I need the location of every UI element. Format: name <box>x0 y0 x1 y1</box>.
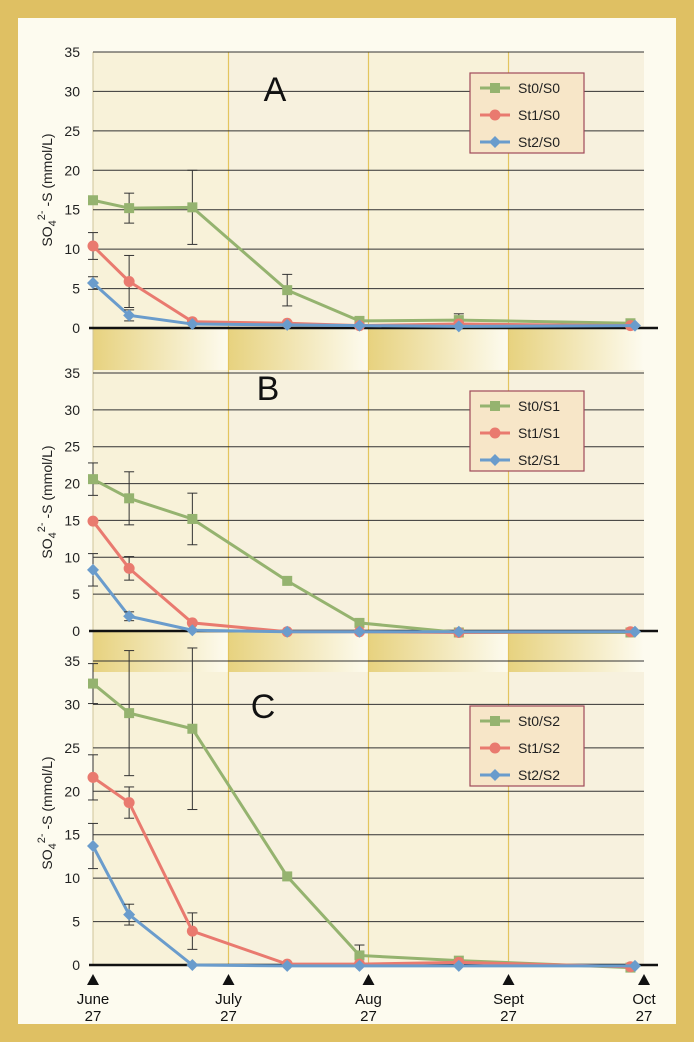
y-tick-label: 35 <box>64 44 80 60</box>
x-tick-month: Oct <box>632 991 656 1008</box>
legend-label: St0/S2 <box>518 713 560 729</box>
x-tick-day: 27 <box>500 1008 517 1025</box>
data-point <box>187 202 197 212</box>
y-tick-label: 10 <box>64 870 80 886</box>
x-tick-triangle <box>87 974 99 985</box>
y-tick-label: 5 <box>72 914 80 930</box>
data-point <box>282 576 292 586</box>
data-point <box>124 203 134 213</box>
y-tick-label: 15 <box>64 827 80 843</box>
data-point <box>187 724 197 734</box>
legend-label: St2/S1 <box>518 452 560 468</box>
gradient-strip <box>369 328 509 370</box>
x-tick-month: June <box>77 991 110 1008</box>
x-tick-triangle <box>638 974 650 985</box>
y-tick-label: 35 <box>64 653 80 669</box>
gradient-strip <box>369 631 509 672</box>
legend: St0/S2 St1/S2 St2/S2 <box>470 706 584 786</box>
gradient-strip <box>509 328 644 370</box>
x-tick-day: 27 <box>360 1008 377 1025</box>
x-tick-triangle <box>222 974 234 985</box>
x-tick-day: 27 <box>220 1008 237 1025</box>
panel-label: B <box>257 370 280 408</box>
y-tick-label: 30 <box>64 402 80 418</box>
y-axis-label: SO42- -S (mmol/L) <box>36 133 59 246</box>
data-point <box>490 110 501 121</box>
y-tick-label: 15 <box>64 512 80 528</box>
data-point <box>88 772 99 783</box>
y-tick-label: 25 <box>64 740 80 756</box>
legend-label: St0/S1 <box>518 398 560 414</box>
gradient-strip <box>509 631 644 672</box>
data-point <box>88 679 98 689</box>
data-point <box>490 716 500 726</box>
legend-label: St1/S1 <box>518 425 560 441</box>
y-tick-label: 5 <box>72 281 80 297</box>
legend-label: St1/S2 <box>518 740 560 756</box>
panel-label: A <box>264 71 287 109</box>
x-tick-triangle <box>363 974 375 985</box>
data-point <box>124 797 135 808</box>
y-tick-label: 0 <box>72 320 80 336</box>
y-tick-label: 35 <box>64 365 80 381</box>
x-tick-month: Sept <box>493 991 525 1008</box>
legend-label: St2/S2 <box>518 767 560 783</box>
y-axis-label: SO42- -S (mmol/L) <box>36 445 59 558</box>
data-point <box>490 428 501 439</box>
y-tick-label: 0 <box>72 623 80 639</box>
month-band <box>228 52 368 965</box>
y-tick-label: 5 <box>72 586 80 602</box>
y-tick-label: 20 <box>64 162 80 178</box>
data-point <box>124 493 134 503</box>
data-point <box>88 474 98 484</box>
x-tick-day: 27 <box>85 1008 102 1025</box>
data-point <box>88 240 99 251</box>
month-band <box>509 52 644 965</box>
x-tick-day: 27 <box>636 1008 653 1025</box>
x-tick-month: Aug <box>355 991 382 1008</box>
gradient-strip <box>228 631 368 672</box>
data-point <box>490 743 501 754</box>
x-tick-triangle <box>503 974 515 985</box>
data-point <box>88 195 98 205</box>
gradient-strip <box>228 328 368 370</box>
y-tick-label: 10 <box>64 549 80 565</box>
data-point <box>282 871 292 881</box>
legend: St0/S0 St1/S0 St2/S0 <box>470 73 584 153</box>
y-axis-label: SO42- -S (mmol/L) <box>36 756 59 869</box>
data-point <box>124 563 135 574</box>
y-tick-label: 20 <box>64 783 80 799</box>
y-tick-label: 20 <box>64 476 80 492</box>
x-tick-month: July <box>215 991 242 1008</box>
y-tick-label: 25 <box>64 439 80 455</box>
y-tick-label: 15 <box>64 202 80 218</box>
data-point <box>88 516 99 527</box>
y-tick-label: 10 <box>64 241 80 257</box>
panel-label: C <box>251 688 276 726</box>
y-tick-label: 25 <box>64 123 80 139</box>
data-point <box>124 708 134 718</box>
data-point <box>187 514 197 524</box>
y-tick-label: 30 <box>64 696 80 712</box>
legend-label: St2/S0 <box>518 134 560 150</box>
data-point <box>490 401 500 411</box>
data-point <box>490 83 500 93</box>
month-band <box>369 52 509 965</box>
data-point <box>187 926 198 937</box>
legend-label: St1/S0 <box>518 107 560 123</box>
legend: St0/S1 St1/S1 St2/S1 <box>470 391 584 471</box>
legend-label: St0/S0 <box>518 80 560 96</box>
data-point <box>124 276 135 287</box>
y-tick-label: 30 <box>64 83 80 99</box>
gradient-strip <box>93 328 228 370</box>
y-tick-label: 0 <box>72 957 80 973</box>
gradient-strip <box>93 631 228 672</box>
data-point <box>282 285 292 295</box>
